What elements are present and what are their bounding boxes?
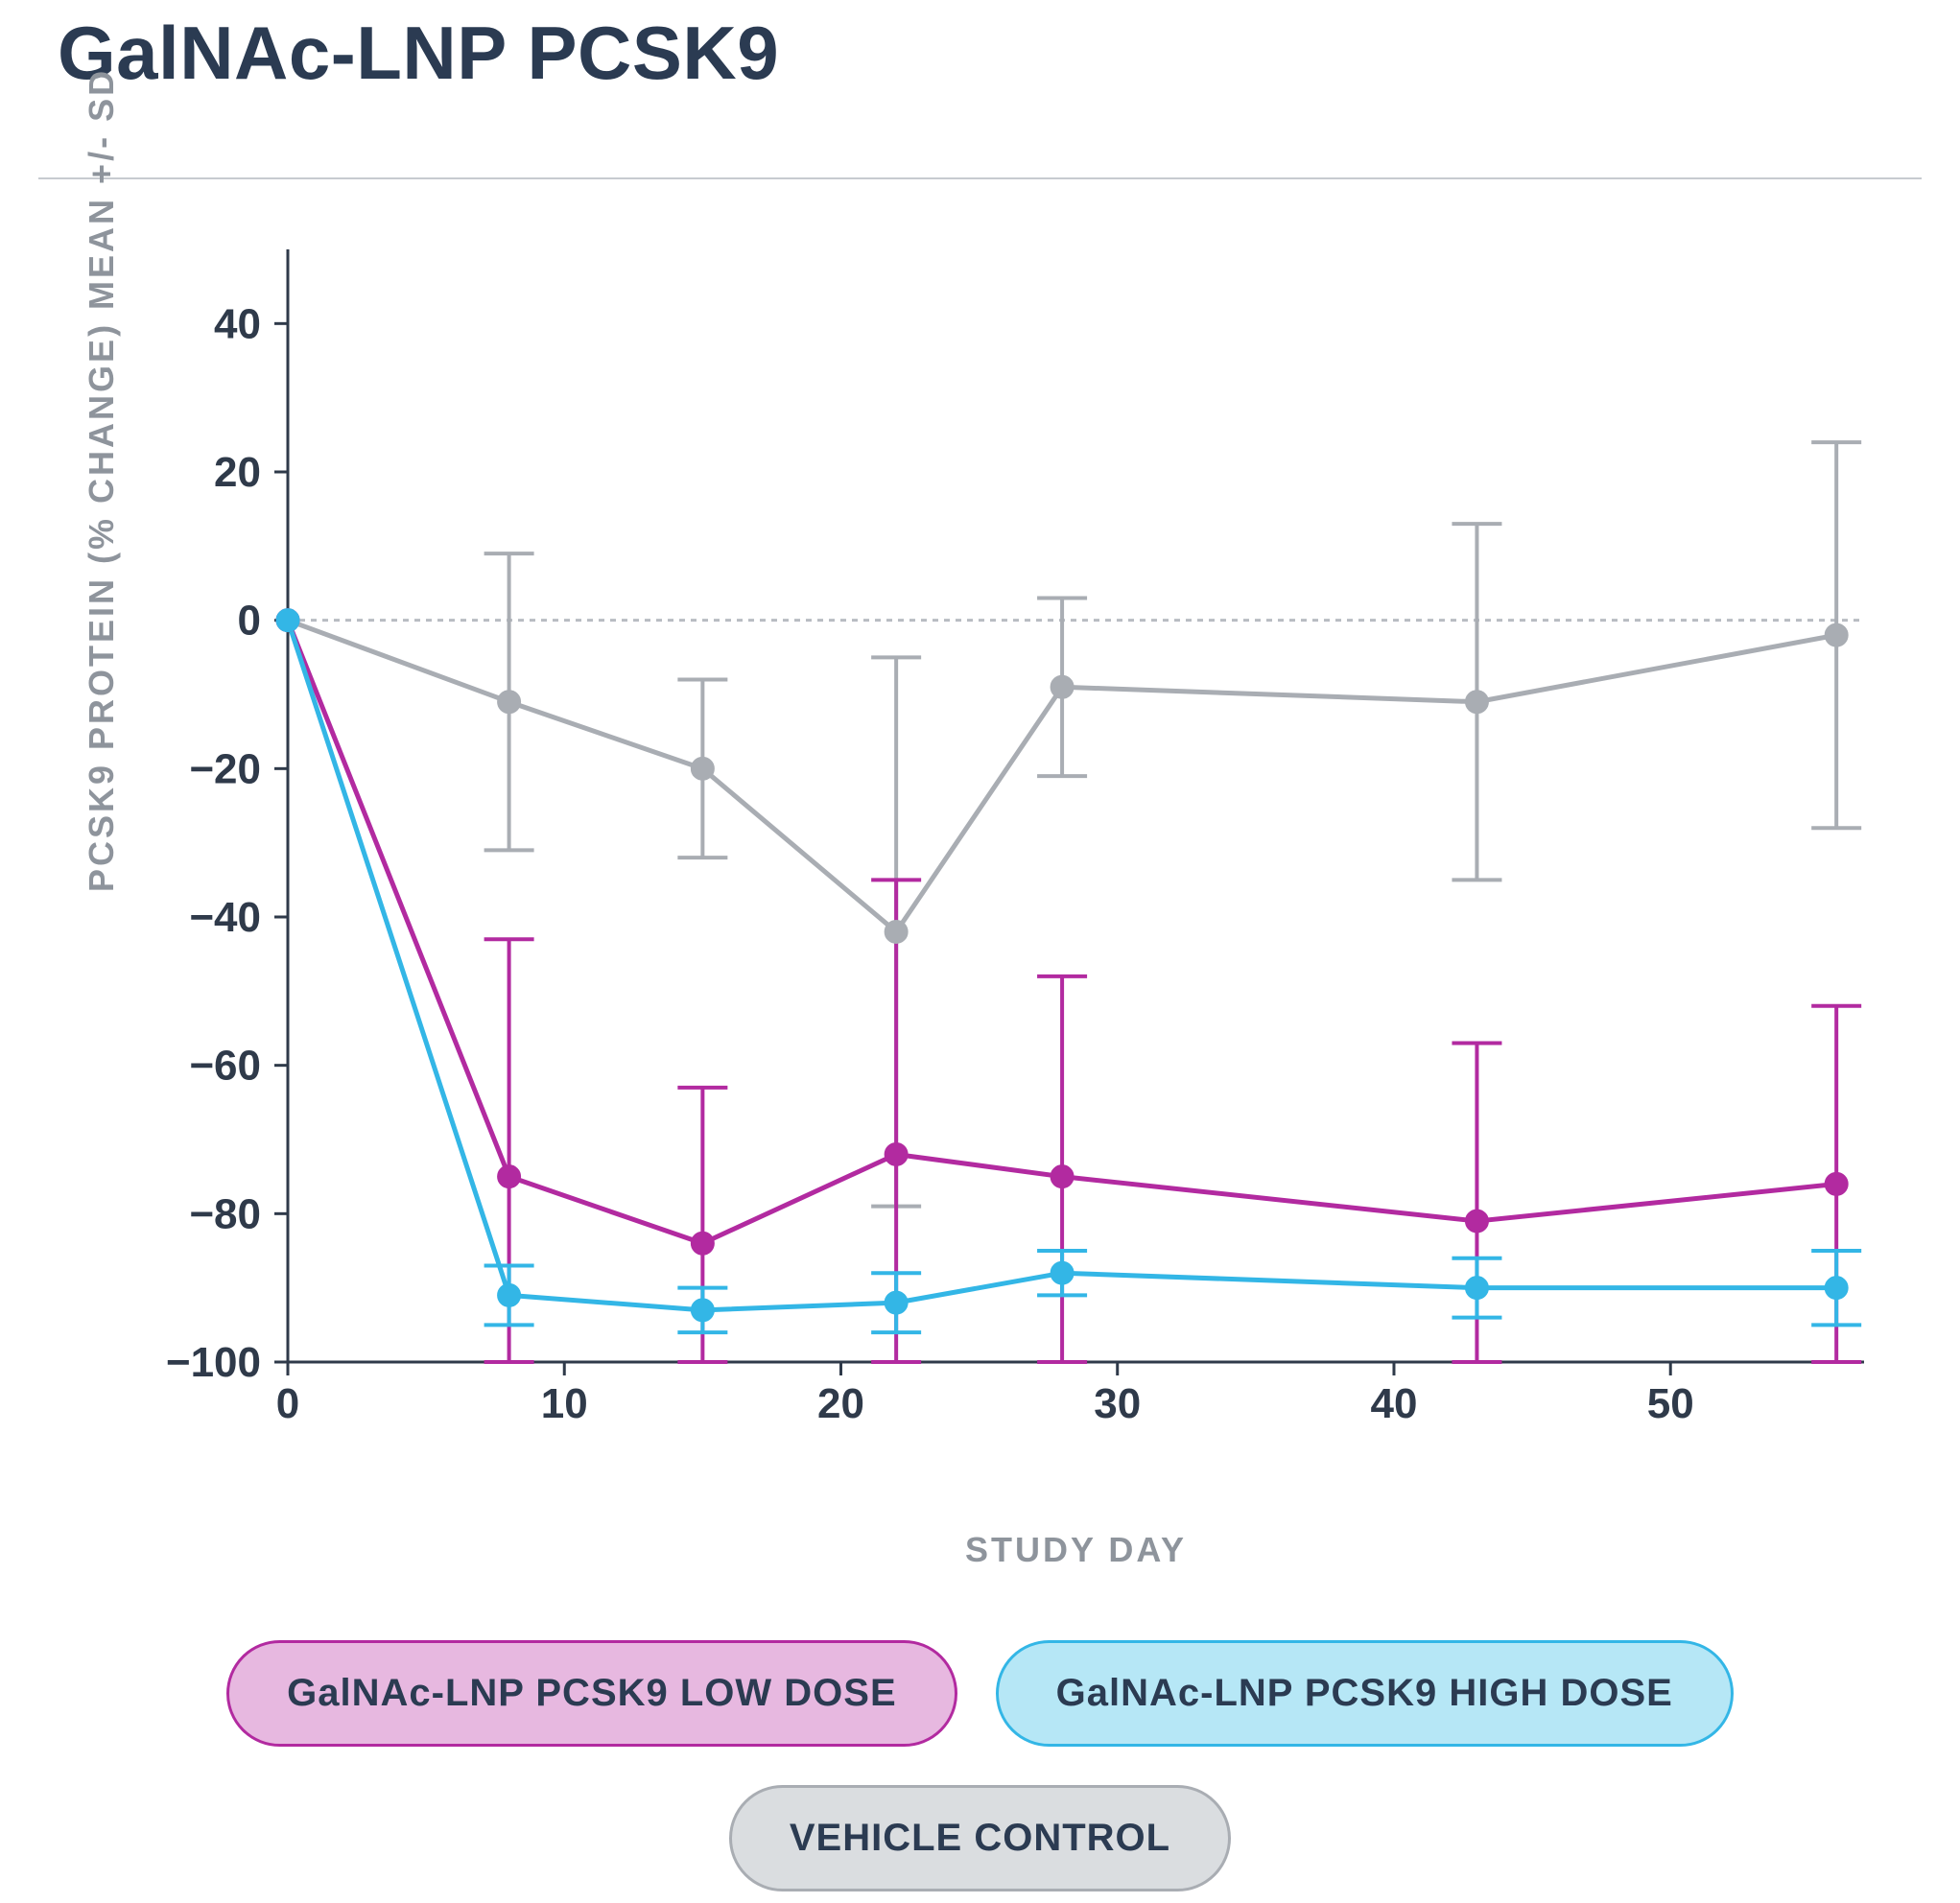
chart-plot-area: −100 −80 −60 −40 −20 0 20 40 0 10 20 30 40 50: [38, 221, 1922, 1563]
series-point-high: [1465, 1277, 1488, 1300]
chart-title: GalNAc-LNP PCSK9: [58, 10, 779, 97]
y-axis-label: PCSK9 PROTEIN (% CHANGE) MEAN +/- SD: [82, 68, 122, 892]
series-point-vehicle: [1051, 675, 1074, 698]
legend-item: GalNAc-LNP PCSK9 HIGH DOSE: [996, 1640, 1734, 1747]
series-point-vehicle: [1465, 691, 1488, 714]
x-tick-label: 50: [1647, 1380, 1694, 1427]
series-point-low: [498, 1165, 521, 1188]
series-point-low: [885, 1142, 908, 1165]
series-point-low: [1825, 1172, 1848, 1195]
x-tick-label: 30: [1094, 1380, 1141, 1427]
y-tick-label: 0: [238, 598, 261, 645]
legend-item: VEHICLE CONTROL: [729, 1785, 1231, 1891]
y-tick-label: −40: [189, 894, 261, 941]
chart-svg: −100 −80 −60 −40 −20 0 20 40 0 10 20 30 40 50: [38, 221, 1922, 1563]
series-point-high: [1825, 1277, 1848, 1300]
series-point-high: [1051, 1261, 1074, 1284]
series-point-low: [691, 1232, 714, 1255]
x-axis-label: STUDY DAY: [0, 1530, 1960, 1570]
series-point-high: [498, 1283, 521, 1306]
x-tick-label: 20: [817, 1380, 864, 1427]
series-point-vehicle: [498, 691, 521, 714]
x-tick-label: 10: [541, 1380, 588, 1427]
y-tick-label: −80: [189, 1190, 261, 1237]
y-tick-label: 40: [214, 300, 261, 347]
series-point-vehicle: [885, 920, 908, 943]
y-tick-label: −20: [189, 745, 261, 792]
y-tick-label: −60: [189, 1043, 261, 1090]
legend-item: GalNAc-LNP PCSK9 LOW DOSE: [226, 1640, 956, 1747]
title-divider: [38, 177, 1922, 179]
series-point-high: [885, 1291, 908, 1314]
series-point-vehicle: [691, 757, 714, 780]
chart-legend: GalNAc-LNP PCSK9 LOW DOSE GalNAc-LNP PCSK…: [0, 1640, 1960, 1891]
series-point-low: [1051, 1165, 1074, 1188]
x-tick-label: 0: [276, 1380, 299, 1427]
chart-card: GalNAc-LNP PCSK9 −100 −80 −60 −40 −20 0 20 40 0 1…: [0, 0, 1960, 1903]
x-tick-label: 40: [1371, 1380, 1418, 1427]
series-point-high: [276, 609, 299, 632]
y-tick-label: −100: [166, 1339, 261, 1386]
series-point-high: [691, 1299, 714, 1322]
series-point-low: [1465, 1210, 1488, 1233]
y-tick-label: 20: [214, 449, 261, 496]
series-point-vehicle: [1825, 623, 1848, 646]
